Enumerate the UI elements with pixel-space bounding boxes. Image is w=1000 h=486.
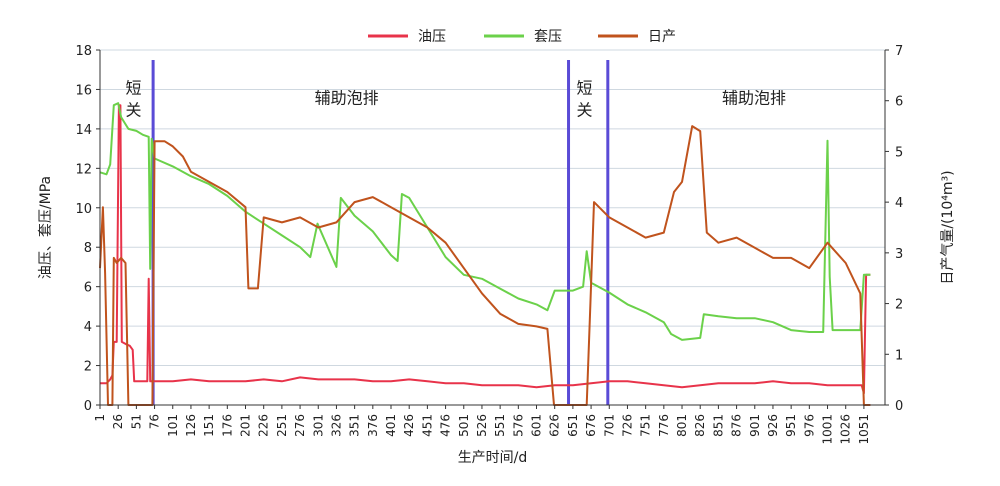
x-tick-label: 351 [348, 414, 362, 437]
y-tick-label: 10 [75, 202, 92, 217]
vertical-markers [151, 60, 610, 405]
x-tick-label: 526 [475, 414, 489, 437]
x-tick-label: 1 [93, 414, 107, 422]
x-tick-label: 826 [693, 414, 707, 437]
x-tick-label: 901 [748, 414, 762, 437]
y-tick-label: 4 [84, 320, 92, 335]
x-tick-label: 501 [457, 414, 471, 437]
x-tick-label: 926 [766, 414, 780, 437]
x-axis-label: 生产时间/d [458, 450, 528, 466]
x-tick-label: 751 [639, 414, 653, 437]
y2-tick-label: 3 [895, 247, 903, 262]
annotation-shut-in-char: 短 [577, 78, 593, 97]
annotation-shut-in-char: 关 [125, 100, 141, 119]
y-axis-label: 油压、套压/MPa [38, 176, 54, 279]
y-tick-label: 6 [84, 281, 92, 296]
y2-axis-label: 日产气量/(10⁴m³) [940, 170, 956, 284]
x-tick-label: 976 [802, 414, 816, 437]
x-tick-label: 1051 [857, 414, 871, 445]
y2-tick-label: 7 [895, 44, 903, 59]
y2-tick-label: 4 [895, 196, 903, 211]
grid-lines [100, 49, 885, 367]
legend-label: 套压 [534, 29, 562, 45]
x-tick-label: 701 [602, 414, 616, 437]
x-tick-label: 951 [784, 414, 798, 437]
y-tick-label: 8 [84, 241, 92, 256]
y-tick-label: 16 [75, 83, 92, 98]
x-tick-label: 551 [493, 414, 507, 437]
y2-tick-label: 5 [895, 145, 903, 160]
annotation-shut-in-char: 短 [125, 78, 141, 97]
x-tick-label: 851 [711, 414, 725, 437]
x-tick-label: 426 [402, 414, 416, 437]
x-tick-label: 576 [511, 414, 525, 437]
x-tick-label: 651 [566, 414, 580, 437]
legend-label: 日产 [648, 29, 676, 45]
x-tick-label: 1001 [821, 414, 835, 445]
x-tick-label: 51 [129, 414, 143, 429]
x-tick-label: 476 [439, 414, 453, 437]
x-tick-label: 301 [311, 414, 325, 437]
x-tick-label: 776 [657, 414, 671, 437]
x-tick-label: 801 [675, 414, 689, 437]
y-tick-label: 12 [75, 162, 92, 177]
y2-tick-label: 2 [895, 298, 903, 313]
y-tick-label: 2 [84, 360, 92, 375]
x-tick-label: 326 [329, 414, 343, 437]
y-tick-label: 0 [84, 399, 92, 414]
y2-tick-label: 6 [895, 95, 903, 110]
x-tick-label: 451 [420, 414, 434, 437]
x-tick-label: 201 [239, 414, 253, 437]
series-lines [99, 102, 871, 406]
x-tick-label: 176 [220, 414, 234, 437]
y2-tick-label: 1 [895, 348, 903, 363]
x-tick-label: 1026 [839, 414, 853, 445]
y-tick-label: 18 [75, 44, 92, 59]
x-tick-label: 376 [366, 414, 380, 437]
x-tick-label: 226 [257, 414, 271, 437]
y-tick-label: 14 [75, 123, 92, 138]
x-tick-label: 126 [184, 414, 198, 437]
x-tick-label: 401 [384, 414, 398, 437]
series-line-套压 [99, 102, 871, 341]
annotation-foam-assist: 辅助泡排 [722, 88, 786, 107]
x-tick-label: 601 [530, 414, 544, 437]
x-tick-label: 626 [548, 414, 562, 437]
x-tick-label: 151 [202, 414, 216, 437]
annotation-foam-assist: 辅助泡排 [315, 88, 379, 107]
y2-tick-label: 0 [895, 399, 903, 414]
legend-label: 油压 [418, 29, 446, 45]
x-tick-label: 876 [730, 414, 744, 437]
x-tick-label: 26 [111, 414, 125, 429]
annotation-shut-in-char: 关 [577, 100, 593, 119]
x-tick-label: 276 [293, 414, 307, 437]
x-tick-label: 676 [584, 414, 598, 437]
legend: 油压 套压 日产 [368, 29, 676, 45]
x-tick-label: 101 [166, 414, 180, 437]
x-tick-label: 251 [275, 414, 289, 437]
series-line-油压 [100, 104, 871, 395]
x-tick-label: 726 [620, 414, 634, 437]
x-tick-label: 76 [148, 414, 162, 429]
